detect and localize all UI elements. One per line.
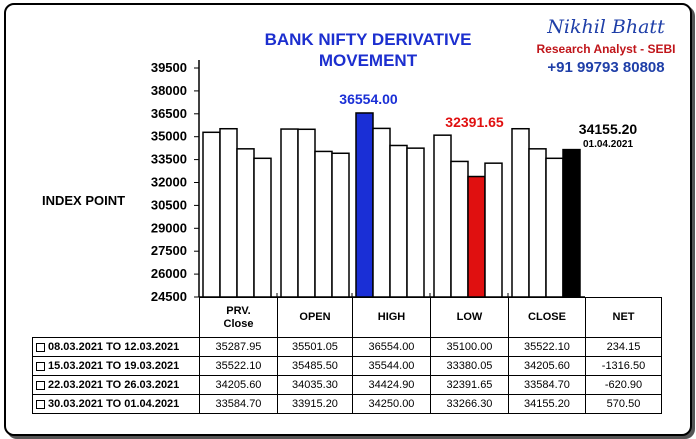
- table-header: NET: [585, 297, 662, 338]
- y-axis-label: INDEX POINT: [42, 193, 126, 208]
- bar: [545, 157, 564, 298]
- table-cell: -1316.50: [585, 356, 662, 376]
- y-tick-label: 32000: [151, 175, 187, 190]
- bar: [450, 160, 469, 298]
- series-legend-label: 30.03.2021 TO 01.04.2021: [32, 394, 200, 414]
- chart-title-line1: BANK NIFTY DERIVATIVE: [264, 30, 472, 49]
- bar: [433, 134, 452, 298]
- brand-name: Nikhil Bhatt: [547, 16, 665, 38]
- series-legend-label: 08.03.2021 TO 12.03.2021: [32, 337, 200, 357]
- series-legend-label: 15.03.2021 TO 19.03.2021: [32, 356, 200, 376]
- bar: [511, 127, 530, 298]
- bar: [280, 128, 299, 298]
- table-cell: 33266.30: [430, 394, 509, 414]
- y-tick-label: 38000: [151, 83, 187, 98]
- bar: [236, 148, 255, 298]
- legend-text: 22.03.2021 TO 26.03.2021: [48, 379, 180, 391]
- table-cell: 32391.65: [430, 375, 509, 395]
- y-tick-label: 39500: [151, 60, 187, 75]
- data-label: 34155.20: [579, 121, 638, 137]
- bar: [202, 131, 221, 298]
- table-cell: 35522.10: [199, 356, 278, 376]
- table-header: HIGH: [352, 297, 431, 338]
- table-cell: 33584.70: [508, 375, 586, 395]
- table-cell: 34035.30: [277, 375, 353, 395]
- legend-text: 08.03.2021 TO 12.03.2021: [48, 341, 180, 353]
- brand-role: Research Analyst - SEBI: [536, 42, 676, 56]
- y-tick-label: 26000: [151, 266, 187, 281]
- data-label: 01.04.2021: [583, 139, 633, 150]
- table-cell: 35544.00: [352, 356, 431, 376]
- y-tick-label: 24500: [151, 289, 187, 304]
- bar: [467, 175, 486, 298]
- table-cell: 34424.90: [352, 375, 431, 395]
- table-cell: 36554.00: [352, 337, 431, 357]
- table-header: PRV. Close: [199, 297, 278, 338]
- legend-swatch: [36, 399, 45, 409]
- legend-text: 15.03.2021 TO 19.03.2021: [48, 360, 180, 372]
- bar: [253, 157, 272, 298]
- table-cell: 570.50: [585, 394, 662, 414]
- table-cell: -620.90: [585, 375, 662, 395]
- bar: [389, 144, 408, 298]
- table-cell: 35501.05: [277, 337, 353, 357]
- table-cell: 34205.60: [199, 375, 278, 395]
- table-cell: 234.15: [585, 337, 662, 357]
- series-legend-label: 22.03.2021 TO 26.03.2021: [32, 375, 200, 395]
- bar: [562, 148, 581, 298]
- table-cell: 33380.05: [430, 356, 509, 376]
- chart-title-line2: MOVEMENT: [318, 51, 418, 70]
- bar: [406, 147, 425, 298]
- table-cell: 33915.20: [277, 394, 353, 414]
- y-tick-label: 35000: [151, 129, 187, 144]
- table-cell: 35287.95: [199, 337, 278, 357]
- bar: [297, 128, 316, 298]
- bar: [372, 127, 391, 298]
- y-tick-label: 29000: [151, 220, 187, 235]
- data-label: 36554.00: [339, 91, 398, 107]
- legend-swatch: [36, 342, 45, 352]
- legend-swatch: [36, 380, 45, 390]
- table-header: LOW: [430, 297, 509, 338]
- table-cell: 33584.70: [199, 394, 278, 414]
- table-cell: 34250.00: [352, 394, 431, 414]
- brand-phone: +91 99793 80808: [547, 59, 665, 76]
- bar: [355, 112, 374, 298]
- table-cell: 35522.10: [508, 337, 586, 357]
- table-cell: 35100.00: [430, 337, 509, 357]
- table-cell: 35485.50: [277, 356, 353, 376]
- bar: [528, 148, 547, 298]
- legend-text: 30.03.2021 TO 01.04.2021: [48, 398, 180, 410]
- bar: [484, 162, 503, 298]
- bar: [314, 150, 333, 298]
- bar: [331, 152, 350, 298]
- y-tick-label: 33500: [151, 152, 187, 167]
- data-label: 32391.65: [445, 114, 504, 130]
- y-tick-label: 36500: [151, 106, 187, 121]
- legend-swatch: [36, 361, 45, 371]
- table-header: OPEN: [277, 297, 353, 338]
- y-tick-label: 27500: [151, 243, 187, 258]
- table-cell: 34205.60: [508, 356, 586, 376]
- bar: [219, 127, 238, 298]
- table-cell: 34155.20: [508, 394, 586, 414]
- y-tick-label: 30500: [151, 197, 187, 212]
- table-header: CLOSE: [508, 297, 586, 338]
